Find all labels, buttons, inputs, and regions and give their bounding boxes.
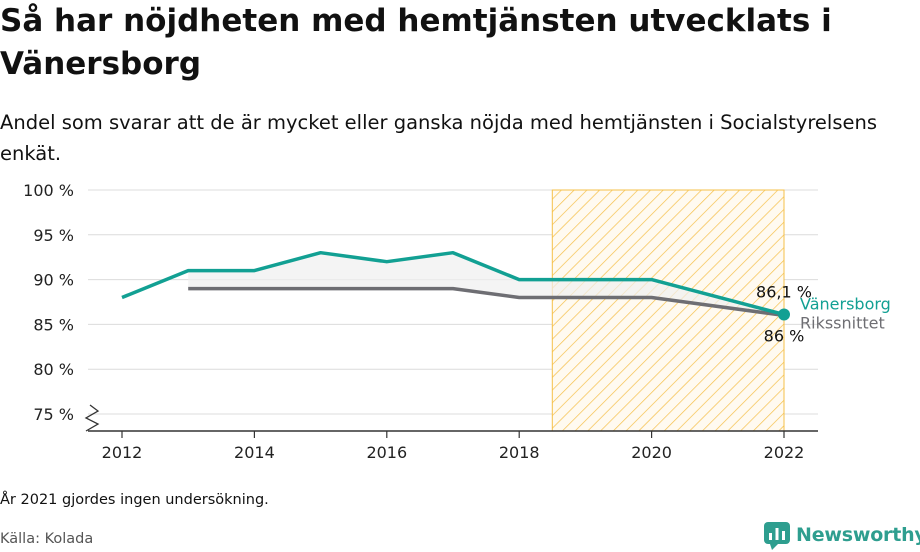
data-label-rikssnittet: 86 % <box>764 326 805 345</box>
x-tick-label: 2022 <box>764 443 805 462</box>
line-chart: 75 % 80 % 85 % 90 % 95 % 100 % 2012 2014 2016 20… <box>23 181 891 462</box>
end-point-vanersborg <box>778 308 790 321</box>
axis-break-icon <box>84 404 100 432</box>
x-tick-label: 2020 <box>631 443 672 462</box>
newsworthy-logo-icon <box>764 522 790 550</box>
brand-logo: Newsworthy <box>764 519 920 551</box>
x-tick-label: 2016 <box>366 443 407 462</box>
series-label-vanersborg: Vänersborg <box>800 295 891 314</box>
series-label-rikssnittet: Rikssnittet <box>800 314 885 333</box>
brand-name: Newsworthy <box>796 524 920 546</box>
y-tick-label: 95 % <box>33 226 74 245</box>
series-line-rikssnittet <box>188 286 785 318</box>
x-tick-label: 2012 <box>102 443 143 462</box>
data-label-vanersborg: 86,1 % <box>756 283 812 302</box>
footnote: År 2021 gjordes ingen undersökning. <box>0 492 269 508</box>
series-line-vanersborg <box>121 250 785 317</box>
y-tick-label: 100 % <box>23 181 74 200</box>
y-tick-label: 75 % <box>33 405 74 424</box>
y-tick-label: 80 % <box>33 360 74 379</box>
chart-title: Så har nöjdheten med hemtjänsten utveckl… <box>0 3 832 82</box>
chart-subtitle: Andel som svarar att de är mycket eller … <box>0 111 878 165</box>
x-tick-label: 2014 <box>234 443 275 462</box>
y-tick-label: 90 % <box>33 271 74 290</box>
y-tick-label: 85 % <box>33 315 74 334</box>
x-tick-label: 2018 <box>499 443 540 462</box>
gap-area <box>188 252 784 316</box>
source-note: Källa: Kolada <box>0 531 94 547</box>
